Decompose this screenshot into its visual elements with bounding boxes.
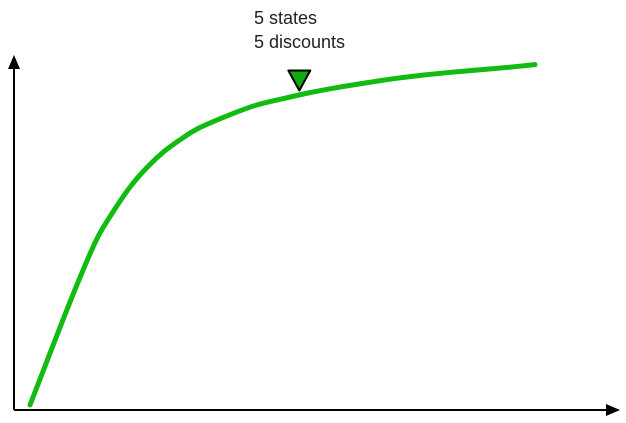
axes: [8, 55, 620, 416]
annotation-marker-0: [287, 69, 312, 92]
series-line-0: [27, 62, 538, 408]
x-axis-arrowhead: [606, 404, 620, 416]
annotation-layer: 5 states 5 discounts: [254, 8, 345, 92]
annotation-label-line-1: 5 discounts: [254, 32, 345, 52]
annotation-label-line-0: 5 states: [254, 8, 317, 28]
series-layer: [27, 62, 538, 408]
y-axis-arrowhead: [8, 55, 20, 69]
